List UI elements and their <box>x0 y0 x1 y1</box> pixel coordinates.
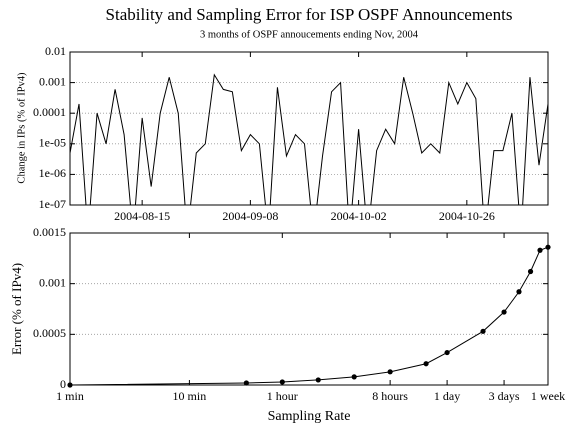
x-tick-label: 2004-10-02 <box>331 209 387 223</box>
x-tick-label: 8 hours <box>372 389 408 403</box>
x-tick-label: 1 min <box>56 389 84 403</box>
data-point <box>315 377 321 383</box>
x-tick-label: 2004-10-26 <box>439 209 495 223</box>
y-tick-label: 0.0015 <box>33 225 66 239</box>
data-line <box>70 73 548 205</box>
y-axis-label: Change in IPs (% of IPv4) <box>16 72 27 184</box>
y-tick-label: 0.01 <box>45 44 66 58</box>
data-point <box>527 268 534 275</box>
plot-frame <box>69 232 549 386</box>
data-point <box>516 289 522 295</box>
x-tick-label: 2004-09-08 <box>222 209 278 223</box>
y-tick-label: 1e-05 <box>39 136 66 150</box>
x-tick-label: 1 week <box>531 389 565 403</box>
data-point <box>279 379 285 385</box>
data-point <box>351 374 357 380</box>
y-tick-label: 0.0001 <box>33 105 66 119</box>
data-point <box>243 380 249 386</box>
y-tick-label: 1e-06 <box>39 166 66 180</box>
x-axis-label: Sampling Rate <box>268 409 351 424</box>
data-point <box>501 309 507 315</box>
data-point <box>480 328 486 334</box>
y-tick-label: 0 <box>60 377 66 391</box>
x-tick-label: 1 day <box>434 389 460 403</box>
chart-title: Stability and Sampling Error for ISP OSP… <box>106 5 513 24</box>
y-tick-label: 0.001 <box>39 74 66 88</box>
y-tick-label: 0.0005 <box>33 326 66 340</box>
y-tick-label: 0.001 <box>39 275 66 289</box>
x-tick-label: 1 hour <box>267 389 298 403</box>
plot-frame <box>69 51 549 206</box>
data-point <box>423 361 429 367</box>
x-tick-label: 10 min <box>173 389 207 403</box>
data-point <box>387 369 393 375</box>
x-tick-label: 3 days <box>489 389 520 403</box>
y-tick-label: 1e-07 <box>39 197 66 211</box>
data-line <box>70 246 548 385</box>
x-tick-label: 2004-08-15 <box>114 209 170 223</box>
y-axis-label: Error (% of IPv4) <box>9 263 24 355</box>
data-point <box>537 247 543 253</box>
chart-subtitle: 3 months of OSPF annoucements ending Nov… <box>200 29 419 40</box>
data-point <box>444 349 450 356</box>
